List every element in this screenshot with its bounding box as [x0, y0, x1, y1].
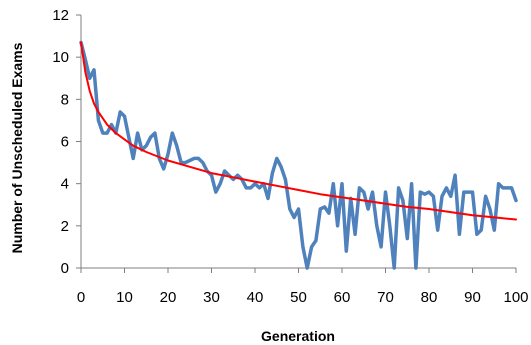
x-axis-title: Generation [261, 328, 335, 344]
x-tick-label: 80 [421, 289, 438, 306]
y-tick-label: 12 [52, 7, 69, 24]
trendline-series [80, 41, 517, 221]
x-tick-label: 0 [77, 289, 85, 306]
y-tick-label: 2 [61, 218, 69, 235]
x-tick-label: 60 [334, 289, 351, 306]
y-tick-label: 10 [52, 49, 69, 66]
x-tick-label: 70 [377, 289, 394, 306]
x-tick-label: 90 [464, 289, 481, 306]
series-group [79, 40, 518, 270]
x-tick-label: 10 [116, 289, 133, 306]
y-tick-label: 8 [61, 91, 69, 108]
y-tick-label: 4 [61, 176, 69, 193]
x-tick-label: 50 [290, 289, 307, 306]
x-axis-ticks: 0 10 20 30 40 50 60 70 80 90 100 [77, 268, 529, 306]
x-tick-label: 100 [503, 289, 528, 306]
x-tick-label: 20 [160, 289, 177, 306]
y-tick-label: 0 [61, 260, 69, 277]
y-axis-title: Number of Unscheduled Exams [9, 42, 25, 253]
x-tick-label: 40 [247, 289, 264, 306]
x-tick-label: 30 [203, 289, 220, 306]
y-axis-ticks: 0 2 4 6 8 10 12 [52, 7, 81, 277]
y-tick-label: 6 [61, 134, 69, 151]
axes [80, 15, 516, 269]
data-series-line [79, 40, 518, 270]
